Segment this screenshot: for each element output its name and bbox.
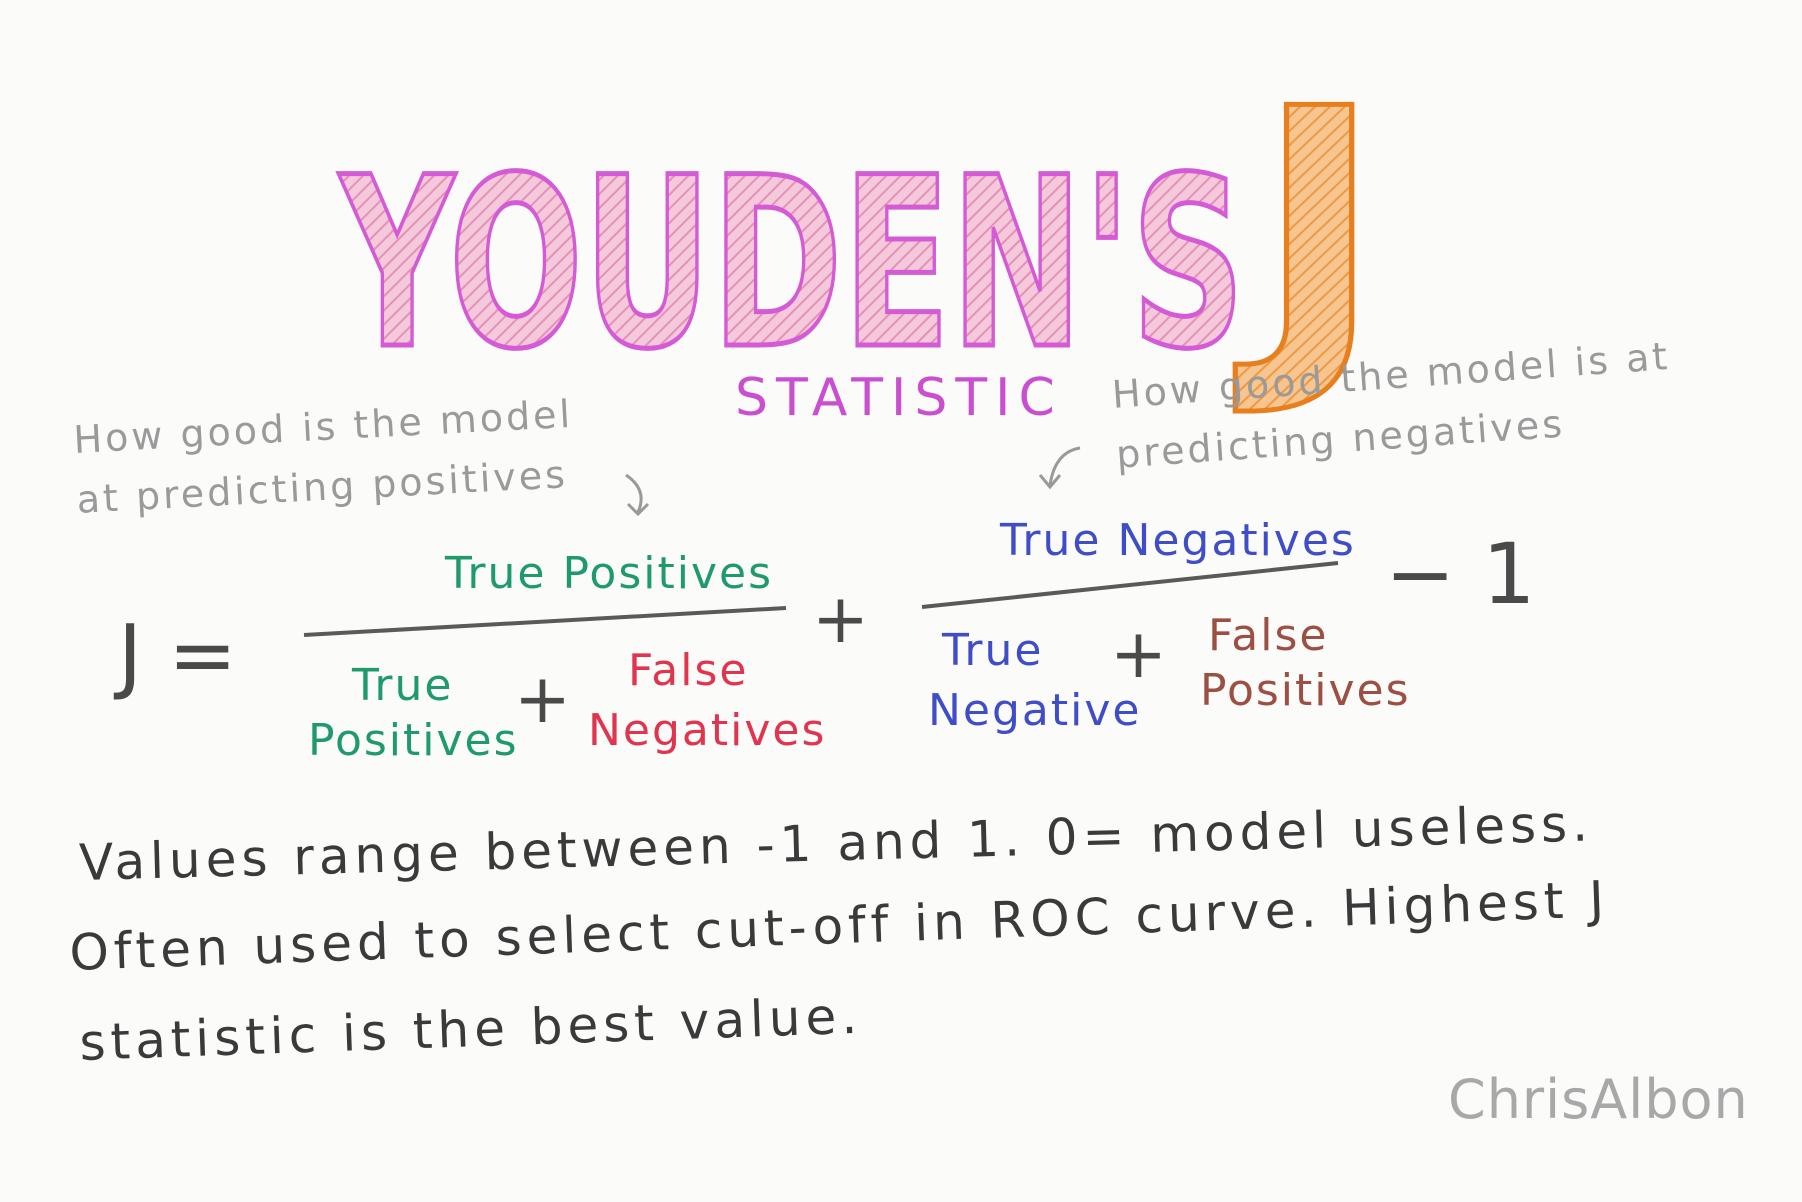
frac2-den-false-positives-1: False: [1208, 610, 1329, 661]
frac2-numerator: True Negatives: [1000, 515, 1356, 566]
frac1-den-true-positives-2: Positives: [308, 715, 519, 766]
frac2-bar: [921, 561, 1339, 609]
subtitle: STATISTIC: [735, 368, 1063, 428]
formula-lhs: J =: [118, 608, 237, 703]
annotation-positives: How good is the model at predicting posi…: [72, 384, 578, 530]
formula-minus-one: − 1: [1385, 525, 1536, 623]
frac1-den-true-positives-1: True: [352, 660, 454, 711]
formula-plus: +: [812, 580, 869, 659]
title-word: YOUDEN'S: [338, 128, 1245, 401]
frac1-den-false-negatives-1: False: [628, 645, 749, 696]
frac1-den-false-negatives-2: Negatives: [588, 705, 827, 756]
frac2-den-false-positives-2: Positives: [1200, 665, 1411, 716]
frac1-den-plus: +: [514, 660, 571, 739]
frac2-den-true-negative-2: Negative: [928, 685, 1142, 736]
title-letter-j: J: [1233, 39, 1384, 423]
frac1-bar: [303, 606, 787, 637]
arrow-icon-left: [625, 473, 650, 517]
arrow-icon-right: [1038, 446, 1081, 490]
signature: ChrisAlbon: [1448, 1068, 1749, 1131]
title-art: J YOUDEN'S: [335, 36, 1386, 425]
frac1-numerator: True Positives: [445, 548, 773, 599]
frac2-den-true-negative-1: True: [942, 625, 1044, 676]
frac2-den-plus: +: [1110, 615, 1167, 694]
